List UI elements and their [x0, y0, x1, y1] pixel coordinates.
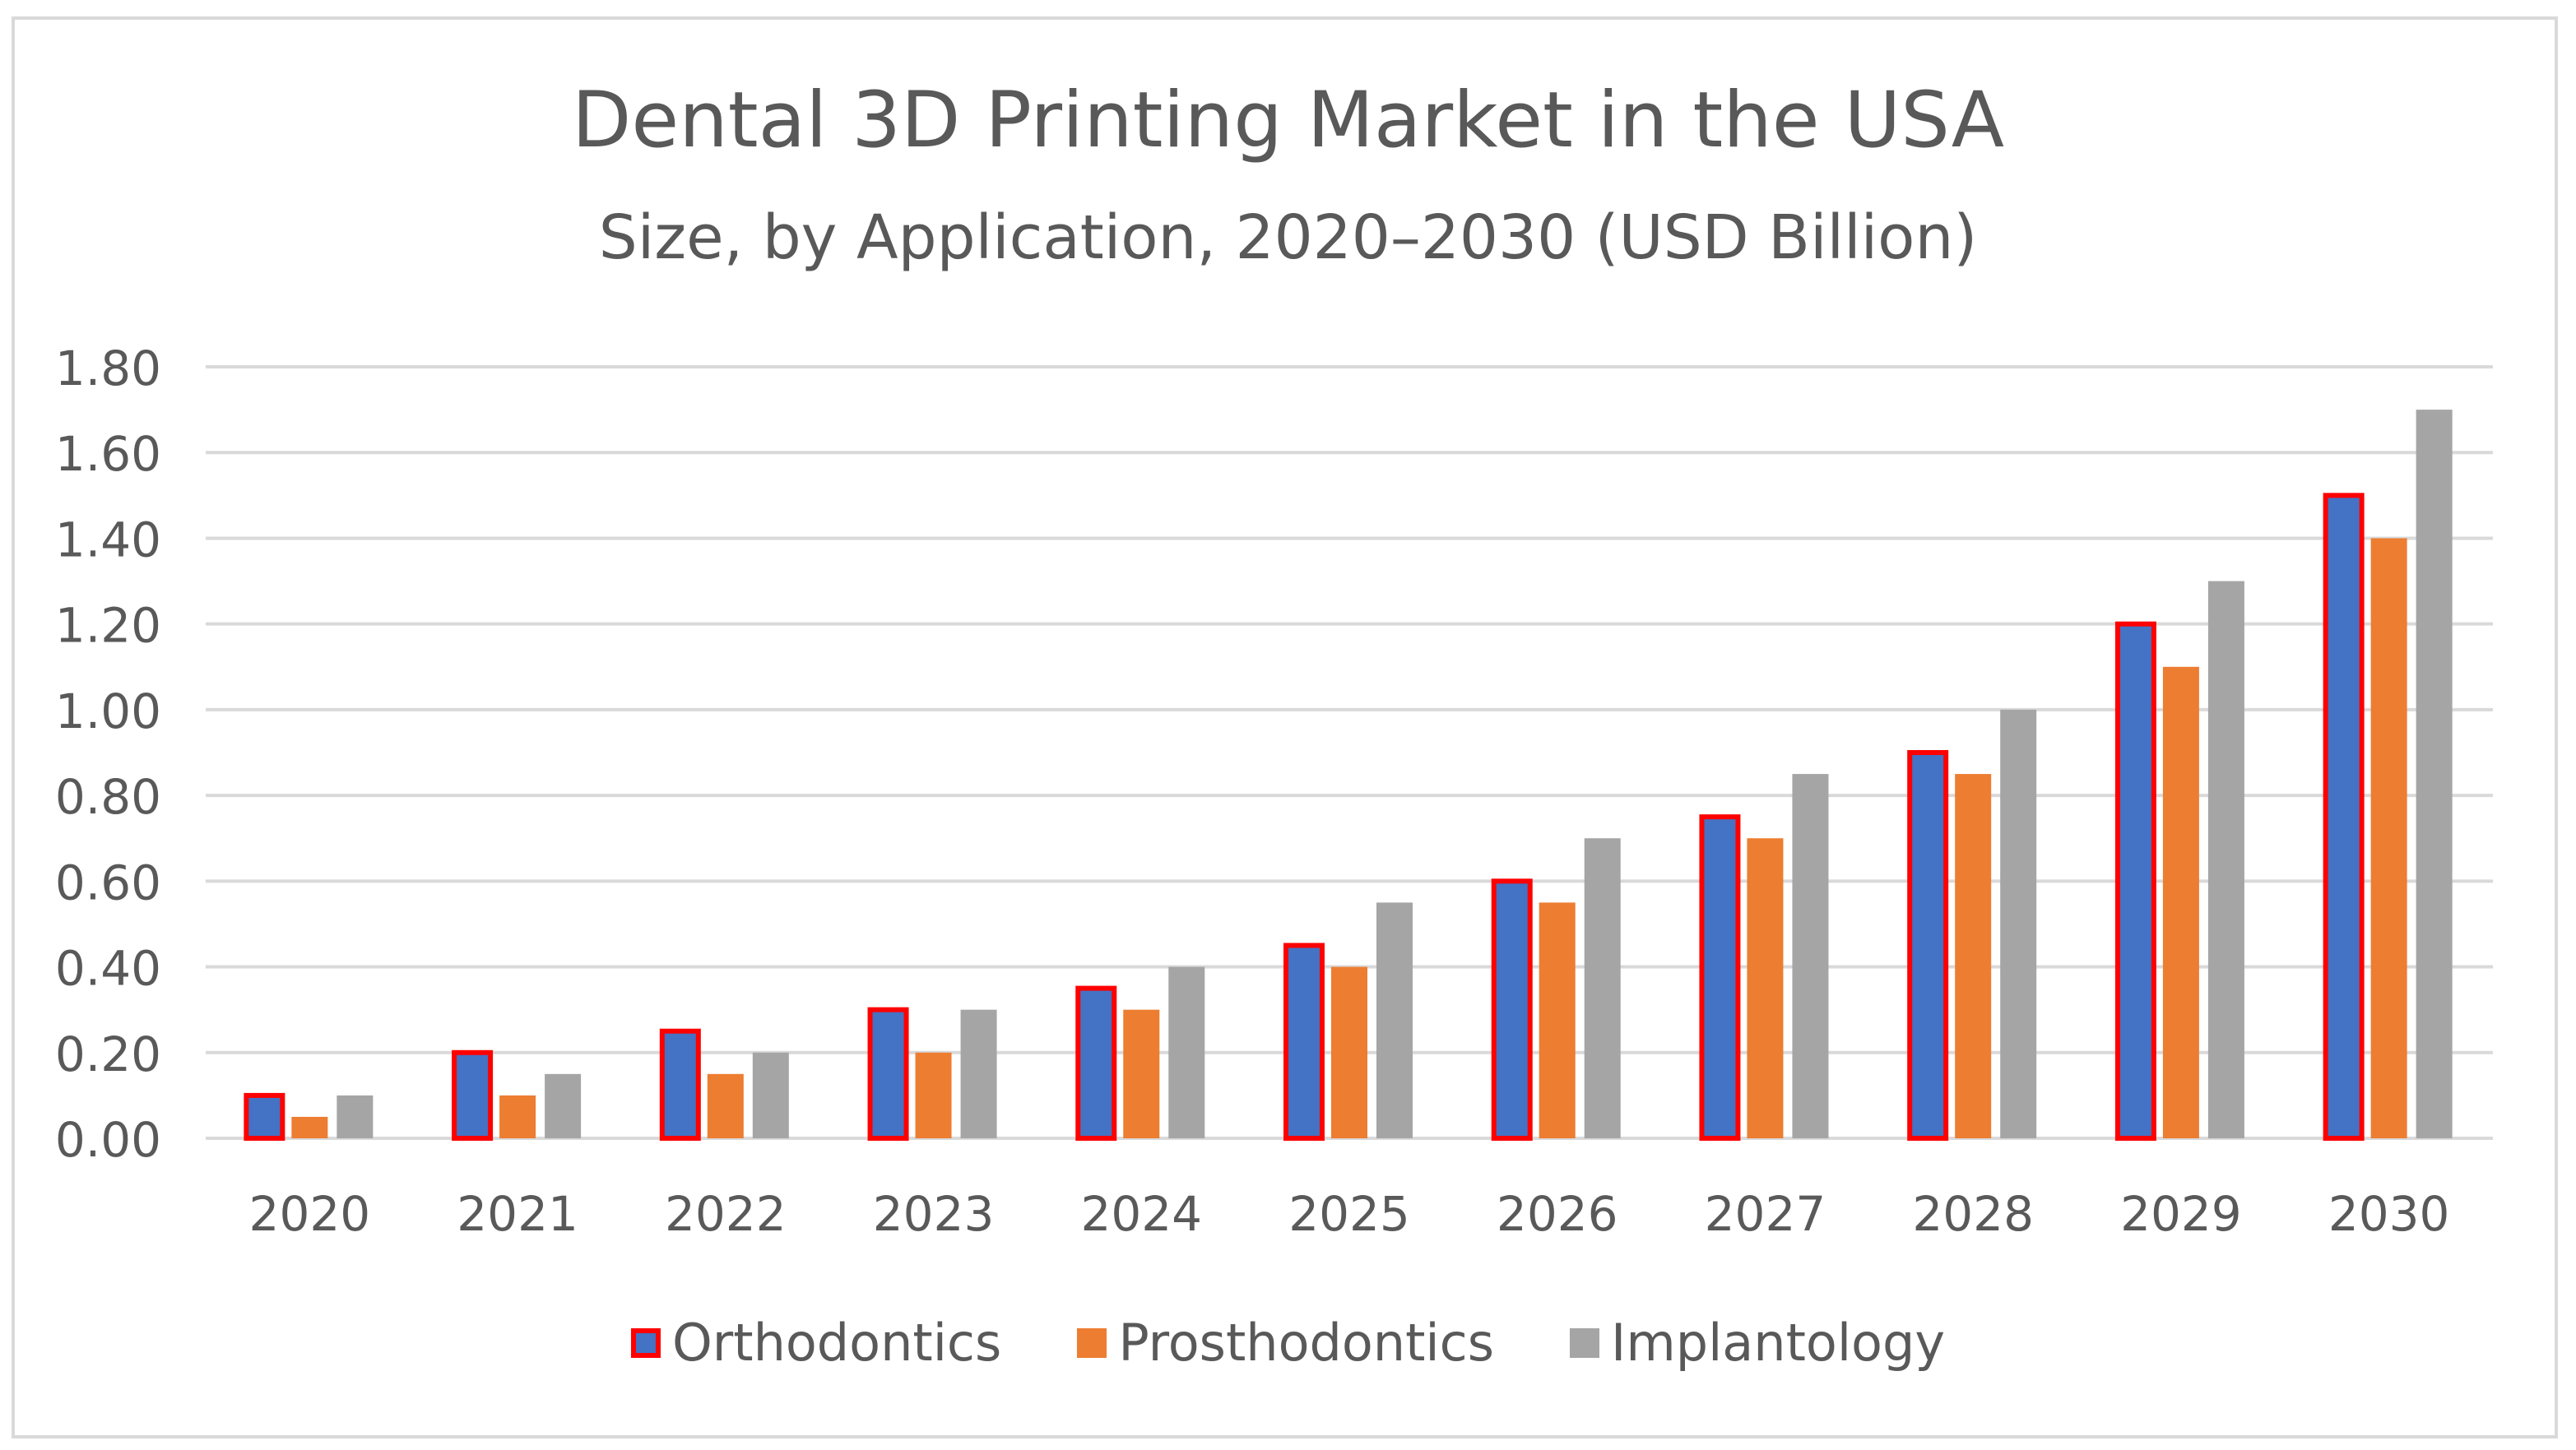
bar-prosthodontics-2020: [291, 1116, 328, 1138]
y-tick-label: 0.60: [55, 855, 161, 910]
y-tick-label: 1.00: [55, 683, 161, 739]
bar-orthodontics-2023: [867, 1007, 909, 1141]
bar-prosthodontics-2029: [2162, 666, 2199, 1138]
x-tick-label: 2030: [2328, 1186, 2450, 1242]
bar-orthodontics-2027: [1699, 814, 1741, 1142]
bar-implantology-2025: [1376, 902, 1413, 1138]
bars: [244, 410, 2453, 1142]
bar-orthodontics-2022: [659, 1028, 701, 1141]
bar-implantology-2023: [960, 1009, 997, 1138]
legend-swatch-prosthodontics: [1077, 1327, 1107, 1358]
bar-prosthodontics-2024: [1123, 1009, 1160, 1138]
legend-label: Orthodontics: [671, 1313, 1002, 1373]
legend-item-prosthodontics[interactable]: Prosthodontics: [1077, 1313, 1494, 1373]
bar-orthodontics-2030: [2323, 493, 2365, 1141]
x-tick-label: 2026: [1497, 1186, 1618, 1242]
bar-orthodontics-2025: [1283, 943, 1325, 1141]
bar-prosthodontics-2030: [2370, 538, 2407, 1138]
bar-orthodontics-2028: [1907, 750, 1949, 1141]
legend-item-orthodontics[interactable]: Orthodontics: [630, 1313, 1002, 1373]
bar-prosthodontics-2025: [1331, 966, 1367, 1138]
bar-implantology-2028: [2000, 709, 2037, 1138]
x-tick-label: 2024: [1080, 1186, 1202, 1242]
y-tick-label: 0.80: [55, 769, 161, 825]
bar-orthodontics-2026: [1491, 878, 1533, 1142]
legend-swatch-implantology: [1570, 1327, 1600, 1358]
legend: Orthodontics Prosthodontics Implantology: [0, 1313, 2576, 1373]
x-tick-label: 2022: [665, 1186, 787, 1242]
bar-orthodontics-2024: [1075, 985, 1117, 1141]
x-tick-label: 2028: [1912, 1186, 2034, 1242]
y-tick-label: 0.40: [55, 941, 161, 997]
x-tick-label: 2021: [457, 1186, 578, 1242]
bar-prosthodontics-2026: [1539, 902, 1576, 1138]
bar-implantology-2022: [752, 1052, 789, 1138]
bar-orthodontics-2029: [2114, 621, 2156, 1141]
x-axis-tick-labels: 2020 2021 2022 2023 2024 2025 2026 2027 2028 2029…: [249, 1186, 2450, 1242]
legend-label: Prosthodontics: [1118, 1313, 1495, 1373]
bar-implantology-2021: [545, 1073, 582, 1138]
x-tick-label: 2025: [1288, 1186, 1410, 1242]
x-tick-label: 2027: [1705, 1186, 1826, 1242]
x-tick-label: 2029: [2120, 1186, 2242, 1242]
bar-implantology-2024: [1168, 966, 1205, 1138]
bar-prosthodontics-2023: [915, 1052, 952, 1138]
y-tick-label: 0.20: [55, 1026, 161, 1082]
bar-prosthodontics-2027: [1747, 838, 1784, 1138]
bar-implantology-2027: [1792, 774, 1829, 1138]
legend-label: Implantology: [1611, 1313, 1946, 1373]
chart-title: Dental 3D Printing Market in the USA: [571, 76, 2005, 165]
bar-orthodontics-2021: [452, 1049, 494, 1142]
y-tick-label: 1.80: [55, 340, 161, 396]
legend-swatch-orthodontics: [630, 1327, 661, 1358]
bar-implantology-2029: [2207, 581, 2244, 1138]
y-tick-label: 1.20: [55, 598, 161, 654]
y-axis-tick-labels: 0.00 0.20 0.40 0.60 0.80 1.00 1.20 1.40 1.60 1.80: [55, 340, 161, 1168]
bar-orthodontics-2020: [244, 1092, 285, 1142]
x-tick-label: 2020: [249, 1186, 371, 1242]
bar-implantology-2026: [1584, 838, 1621, 1138]
y-tick-label: 0.00: [55, 1112, 161, 1168]
bar-implantology-2030: [2416, 410, 2453, 1139]
y-tick-label: 1.40: [55, 512, 161, 567]
x-tick-label: 2023: [873, 1186, 995, 1242]
bar-prosthodontics-2022: [707, 1073, 744, 1138]
bar-prosthodontics-2021: [499, 1095, 536, 1138]
y-tick-label: 1.60: [55, 426, 161, 482]
legend-item-implantology[interactable]: Implantology: [1570, 1313, 1945, 1373]
bar-implantology-2020: [337, 1095, 374, 1138]
chart-subtitle: Size, by Application, 2020–2030 (USD Bil…: [598, 202, 1978, 273]
bar-prosthodontics-2028: [1955, 774, 1992, 1138]
